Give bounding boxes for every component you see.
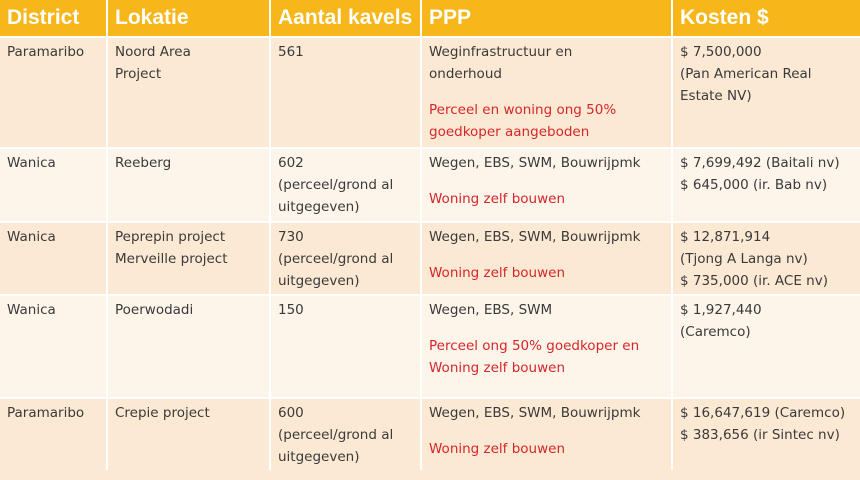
district-text: Wanica xyxy=(7,302,56,318)
kosten-line: (Caremco) xyxy=(680,324,751,340)
lokatie-line: Project xyxy=(115,66,162,82)
lokatie-line: Merveille project xyxy=(115,251,228,267)
cell-kosten: $ 7,500,000 (Pan American Real Estate NV… xyxy=(672,36,860,148)
district-text: Paramaribo xyxy=(7,44,85,60)
cell-district: Wanica xyxy=(0,294,108,398)
aantal-line: 602 xyxy=(278,155,304,171)
cell-lokatie: Poerwodadi xyxy=(107,294,271,398)
aantal-line: uitgegeven) xyxy=(278,449,360,465)
kosten-line: $ 12,871,914 xyxy=(680,229,771,245)
aantal-line: 150 xyxy=(278,302,304,318)
cell-ppp: Weginfrastructuur en onderhoud Perceel e… xyxy=(421,36,673,148)
header-aantal-kavels: Aantal kavels xyxy=(270,0,422,37)
header-ppp: PPP xyxy=(421,0,673,37)
cell-district: Wanica xyxy=(0,221,108,295)
cell-aantal-kavels: 602 (perceel/grond al uitgegeven) xyxy=(270,147,422,222)
kosten-line: (Tjong A Langa nv) xyxy=(680,251,808,267)
cell-aantal-kavels: 150 xyxy=(270,294,422,398)
district-text: Paramaribo xyxy=(7,405,85,421)
ppp-note-line: Woning zelf bouwen xyxy=(429,191,566,207)
header-district: District xyxy=(0,0,108,37)
kosten-line: $ 7,500,000 xyxy=(680,44,762,60)
aantal-line: 600 xyxy=(278,405,304,421)
kosten-line: $ 735,000 (ir. ACE nv) xyxy=(680,273,828,289)
lokatie-line: Poerwodadi xyxy=(115,302,194,318)
cell-aantal-kavels: 561 xyxy=(270,36,422,148)
cell-ppp: Wegen, EBS, SWM Perceel ong 50% goedkope… xyxy=(421,294,673,398)
ppp-note-line: Woning zelf bouwen xyxy=(429,265,566,281)
ppp-line: Wegen, EBS, SWM, Bouwrijpmk xyxy=(429,229,641,245)
ppp-line: onderhoud xyxy=(429,66,502,82)
table-row: Wanica Poerwodadi 150 Wegen, EBS, SWM Pe… xyxy=(0,294,860,398)
kosten-line: $ 16,647,619 (Caremco) xyxy=(680,405,846,421)
ppp-line: Wegen, EBS, SWM, Bouwrijpmk xyxy=(429,155,641,171)
cell-lokatie: Noord Area Project xyxy=(107,36,271,148)
ppp-line: Wegen, EBS, SWM xyxy=(429,302,553,318)
header-kosten: Kosten $ xyxy=(672,0,860,37)
cell-kosten: $ 16,647,619 (Caremco) $ 383,656 (ir Sin… xyxy=(672,397,860,470)
lokatie-line: Peprepin project xyxy=(115,229,226,245)
ppp-note-line: Woning zelf bouwen xyxy=(429,441,566,457)
cell-aantal-kavels: 600 (perceel/grond al uitgegeven) xyxy=(270,397,422,470)
kosten-line: Estate NV) xyxy=(680,88,752,104)
kosten-line: $ 1,927,440 xyxy=(680,302,762,318)
aantal-line: (perceel/grond al xyxy=(278,427,394,443)
cell-district: Paramaribo xyxy=(0,397,108,470)
district-text: Wanica xyxy=(7,229,56,245)
cell-ppp: Wegen, EBS, SWM, Bouwrijpmk Woning zelf … xyxy=(421,147,673,222)
ppp-line: Wegen, EBS, SWM, Bouwrijpmk xyxy=(429,405,641,421)
cell-kosten: $ 12,871,914 (Tjong A Langa nv) $ 735,00… xyxy=(672,221,860,295)
cell-lokatie: Crepie project xyxy=(107,397,271,470)
ppp-note-line: Perceel ong 50% goedkoper en xyxy=(429,338,640,354)
aantal-line: uitgegeven) xyxy=(278,273,360,289)
cell-district: Wanica xyxy=(0,147,108,222)
district-text: Wanica xyxy=(7,155,56,171)
aantal-line: (perceel/grond al xyxy=(278,251,394,267)
ppp-note-line: goedkoper aangeboden xyxy=(429,124,590,140)
projects-table: District Lokatie Aantal kavels PPP Koste… xyxy=(0,0,860,470)
table-row: Paramaribo Noord Area Project 561 Weginf… xyxy=(0,36,860,148)
cell-kosten: $ 7,699,492 (Baitali nv) $ 645,000 (ir. … xyxy=(672,147,860,222)
cell-kosten: $ 1,927,440 (Caremco) xyxy=(672,294,860,398)
aantal-line: uitgegeven) xyxy=(278,199,360,215)
ppp-line: Weginfrastructuur en xyxy=(429,44,573,60)
kosten-line: $ 645,000 (ir. Bab nv) xyxy=(680,177,828,193)
aantal-line: 561 xyxy=(278,44,304,60)
cell-lokatie: Peprepin project Merveille project xyxy=(107,221,271,295)
table-header-row: District Lokatie Aantal kavels PPP Koste… xyxy=(0,0,860,37)
kosten-line: (Pan American Real xyxy=(680,66,812,82)
aantal-line: (perceel/grond al xyxy=(278,177,394,193)
lokatie-line: Reeberg xyxy=(115,155,172,171)
cell-ppp: Wegen, EBS, SWM, Bouwrijpmk Woning zelf … xyxy=(421,397,673,470)
table-row: Wanica Peprepin project Merveille projec… xyxy=(0,221,860,295)
cell-ppp: Wegen, EBS, SWM, Bouwrijpmk Woning zelf … xyxy=(421,221,673,295)
lokatie-line: Noord Area xyxy=(115,44,191,60)
ppp-note-line: Woning zelf bouwen xyxy=(429,360,566,376)
table-row: Paramaribo Crepie project 600 (perceel/g… xyxy=(0,397,860,470)
lokatie-line: Crepie project xyxy=(115,405,210,421)
kosten-line: $ 383,656 (ir Sintec nv) xyxy=(680,427,840,443)
kosten-line: $ 7,699,492 (Baitali nv) xyxy=(680,155,840,171)
ppp-note-line: Perceel en woning ong 50% xyxy=(429,102,617,118)
table-row: Wanica Reeberg 602 (perceel/grond al uit… xyxy=(0,147,860,222)
aantal-line: 730 xyxy=(278,229,304,245)
cell-lokatie: Reeberg xyxy=(107,147,271,222)
cell-district: Paramaribo xyxy=(0,36,108,148)
header-lokatie: Lokatie xyxy=(107,0,271,37)
cell-aantal-kavels: 730 (perceel/grond al uitgegeven) xyxy=(270,221,422,295)
